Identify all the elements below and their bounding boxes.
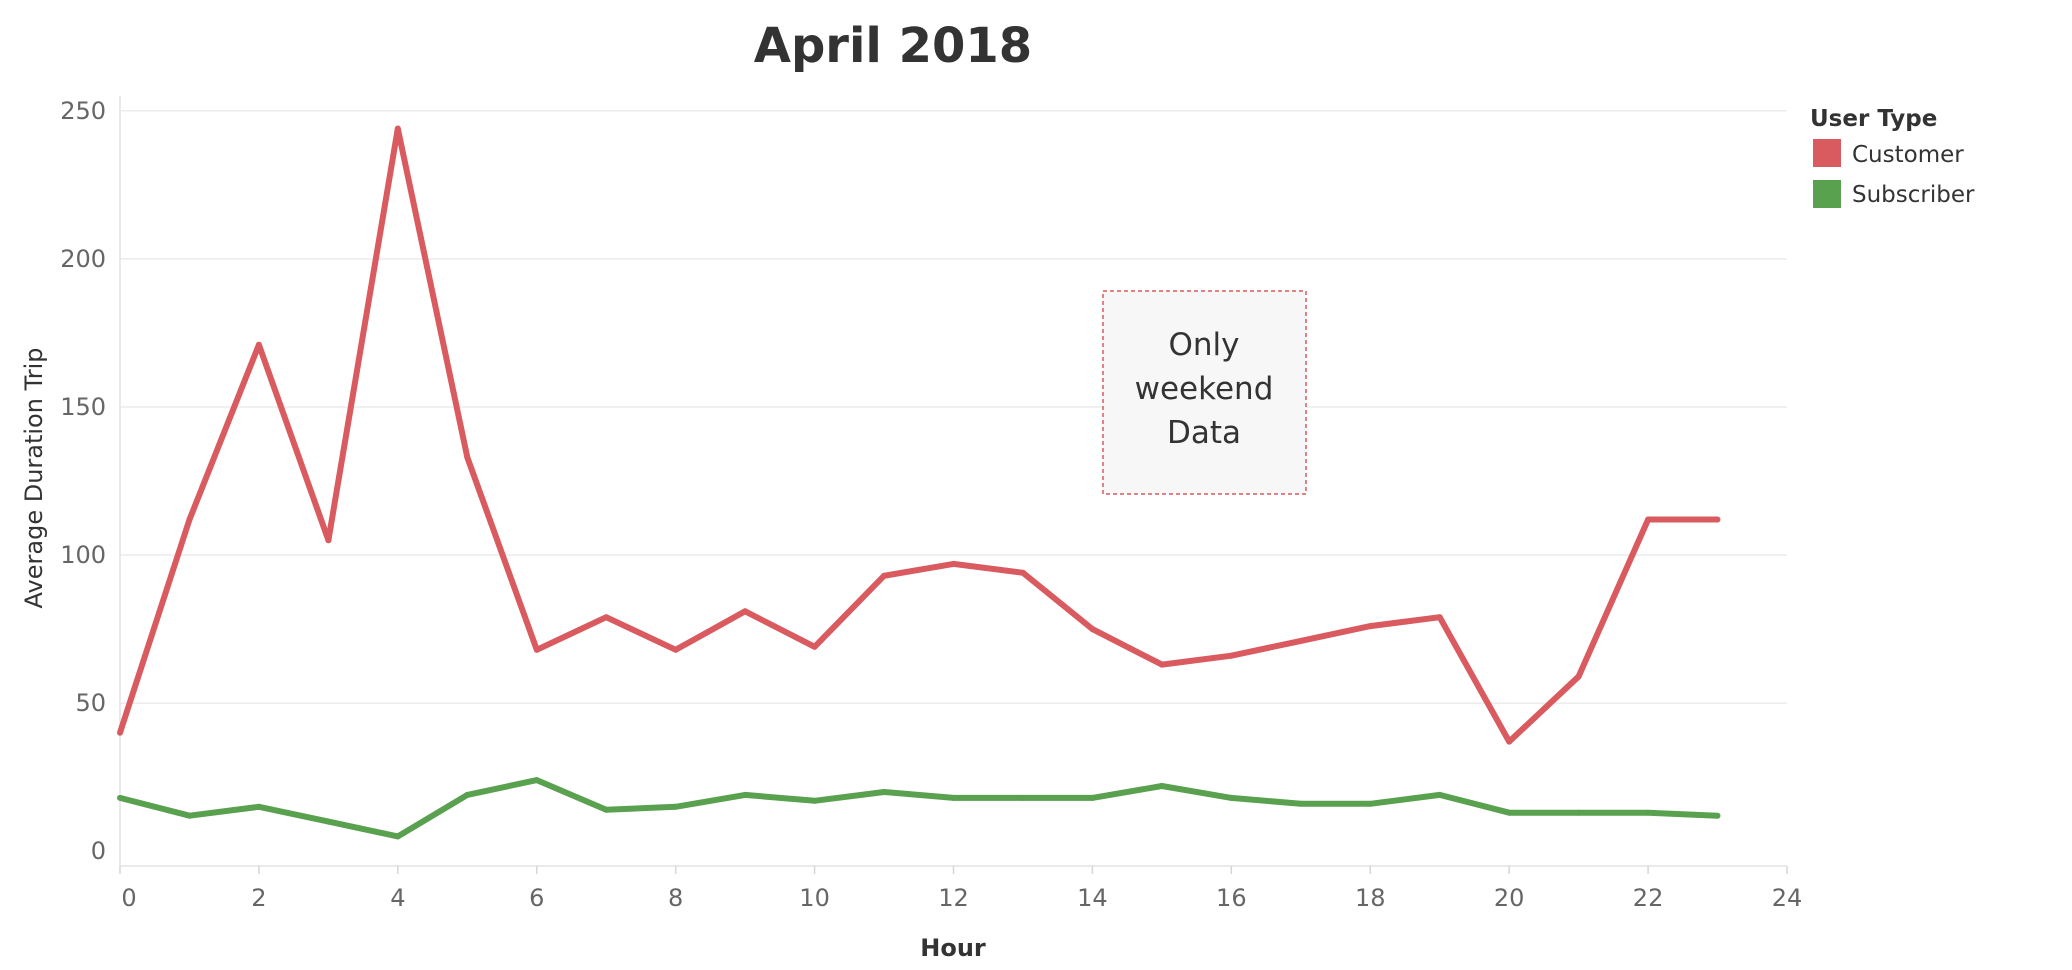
grid <box>120 110 1787 704</box>
data-point-customer <box>394 125 401 132</box>
data-point-subscriber <box>672 803 679 810</box>
annotation-line-3: Data <box>1167 415 1241 451</box>
y-axis-title: Average Duration Trip <box>20 348 48 609</box>
y-tick-label: 0 <box>91 837 106 865</box>
y-tick-label: 100 <box>60 541 106 569</box>
data-point-customer <box>811 643 818 650</box>
data-point-customer <box>1645 516 1652 523</box>
data-point-subscriber <box>603 806 610 813</box>
x-tick-label: 4 <box>390 884 405 912</box>
data-point-subscriber <box>533 777 540 784</box>
annotation-line-2: weekend <box>1135 371 1274 407</box>
annotation-line-1: Only <box>1168 327 1239 363</box>
data-point-subscriber <box>1575 809 1582 816</box>
x-tick-label: 16 <box>1216 884 1247 912</box>
x-tick-label: 0 <box>121 884 136 912</box>
data-point-customer <box>1367 623 1374 630</box>
data-point-customer <box>255 341 262 348</box>
data-point-subscriber <box>1367 800 1374 807</box>
legend-title: User Type <box>1810 106 1937 132</box>
data-point-subscriber <box>742 791 749 798</box>
data-point-subscriber <box>1645 809 1652 816</box>
data-point-customer <box>464 454 471 461</box>
annotation-box: Only weekend Data <box>1102 290 1307 495</box>
data-point-customer <box>1575 673 1582 680</box>
chart-title: April 2018 <box>754 18 1032 74</box>
data-point-customer <box>1297 637 1304 644</box>
data-point-subscriber <box>1158 783 1165 789</box>
data-point-customer <box>1158 661 1165 668</box>
data-point-subscriber <box>811 797 818 804</box>
data-point-subscriber <box>1089 794 1096 801</box>
y-axis: 0 50 100 150 200 250 <box>60 96 121 866</box>
data-point-subscriber <box>117 794 123 801</box>
data-point-customer <box>186 516 193 523</box>
legend: User Type Customer Subscriber <box>1810 106 1975 208</box>
legend-swatch-customer <box>1813 139 1841 167</box>
data-point-subscriber <box>1228 794 1235 801</box>
x-tick-label: 18 <box>1355 884 1386 912</box>
data-point-customer <box>1714 516 1721 523</box>
x-axis-title: Hour <box>920 934 986 962</box>
data-point-subscriber <box>1020 794 1026 801</box>
data-point-customer <box>117 729 123 736</box>
data-point-customer <box>742 608 749 615</box>
x-axis: 0 2 4 6 8 10 12 14 16 18 20 22 24 <box>119 865 1803 912</box>
x-tick-label: 8 <box>668 884 683 912</box>
data-point-customer <box>672 646 679 653</box>
data-point-subscriber <box>464 791 471 798</box>
x-tick-label: 24 <box>1772 884 1803 912</box>
data-point-subscriber <box>950 794 957 801</box>
y-tick-label: 150 <box>60 393 106 421</box>
x-tick-label: 6 <box>529 884 544 912</box>
data-point-customer <box>1436 614 1443 621</box>
data-point-customer <box>950 560 957 567</box>
data-point-customer <box>881 572 887 579</box>
series-line-subscriber <box>119 777 1718 840</box>
data-point-customer <box>325 537 332 544</box>
series-group <box>117 125 1721 840</box>
x-tick-label: 22 <box>1633 884 1664 912</box>
data-point-customer <box>1089 626 1096 633</box>
data-point-customer <box>1506 738 1513 745</box>
data-point-subscriber <box>1714 812 1721 819</box>
y-tick-label: 50 <box>75 689 106 717</box>
data-point-subscriber <box>881 789 887 795</box>
data-point-subscriber <box>1506 809 1513 816</box>
y-tick-label: 200 <box>60 245 106 273</box>
data-point-subscriber <box>394 833 401 840</box>
x-tick-label: 2 <box>251 884 266 912</box>
y-tick-label: 250 <box>60 97 106 125</box>
data-point-subscriber <box>186 812 193 819</box>
data-point-subscriber <box>325 818 332 825</box>
legend-swatch-subscriber <box>1813 180 1841 208</box>
x-tick-label: 14 <box>1077 884 1108 912</box>
data-point-customer <box>603 614 610 621</box>
x-tick-label: 10 <box>799 884 830 912</box>
data-point-subscriber <box>1436 791 1443 798</box>
x-tick-label: 12 <box>938 884 969 912</box>
data-point-customer <box>1228 652 1235 659</box>
x-tick-label: 20 <box>1494 884 1525 912</box>
data-point-customer <box>533 646 540 653</box>
data-point-subscriber <box>255 803 262 810</box>
annotation-background <box>1102 290 1307 495</box>
series-line-customer <box>117 125 1718 745</box>
legend-label-customer: Customer <box>1852 142 1964 168</box>
legend-label-subscriber: Subscriber <box>1852 182 1975 208</box>
data-point-subscriber <box>1297 800 1304 807</box>
data-point-customer <box>1020 569 1026 576</box>
